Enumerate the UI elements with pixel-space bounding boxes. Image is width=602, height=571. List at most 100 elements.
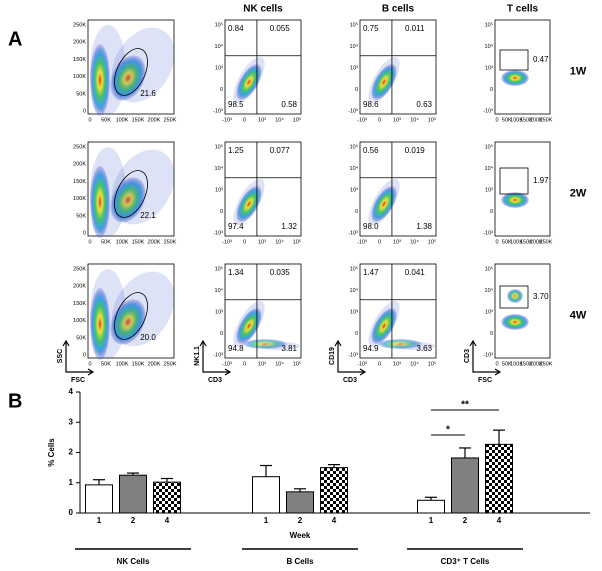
y-tick-label: 10⁵ (350, 143, 358, 150)
density (501, 70, 529, 86)
x-tick-label: 50K (502, 117, 512, 123)
y-tick-label: 0 (490, 87, 493, 93)
y-tick-label: 10⁴ (485, 287, 494, 294)
y-axis-label: NK1.1 (194, 346, 201, 366)
x-tick-label: 100K (116, 361, 129, 367)
density-haze (260, 342, 300, 350)
x-tick-label: 150K (520, 117, 533, 123)
y-tick-label: 0 (220, 331, 223, 337)
y-tick-label: 10⁴ (215, 43, 224, 50)
x-tick-label: 150K (520, 361, 533, 367)
x-tick-label: 200K (148, 239, 161, 245)
density (110, 55, 146, 101)
gate-value: 0.47 (533, 55, 549, 64)
y-tick-label: 0 (490, 331, 493, 337)
x-tick-label: 10⁵ (428, 116, 436, 123)
y-tick-label: 0 (355, 331, 358, 337)
density (236, 186, 262, 222)
y-tick-label: 10⁴ (350, 43, 359, 50)
bar-tick-label: 4 (497, 516, 502, 525)
significance-marker: ** (461, 400, 469, 411)
category-label: NK Cells (117, 557, 150, 566)
x-tick-label: 0 (378, 117, 381, 123)
y-tick-label: 10⁴ (215, 165, 224, 172)
x-tick-label: 100K (116, 239, 129, 245)
y-axis-label: CD19 (329, 347, 336, 365)
y-tick-label: 10³ (215, 309, 223, 315)
bar (85, 484, 113, 514)
flow-plot: 1.34 0.035 94.8 3.81 (224, 263, 302, 359)
x-tick-label: 50K (502, 361, 512, 367)
flow-plot: 3.70 (494, 263, 551, 359)
axis-arrow (202, 342, 229, 373)
y-tick-label: 4 (69, 387, 74, 396)
quadrant-value: 1.25 (228, 146, 244, 155)
x-tick-label: 10³ (393, 117, 401, 123)
y-tick-label: -10³ (483, 230, 493, 236)
quadrant-value: 98.0 (363, 222, 379, 231)
row-label: 1W (570, 66, 587, 78)
axis-arrow (65, 342, 92, 373)
gate-value: 1.97 (533, 176, 549, 185)
arrow-head (334, 339, 367, 376)
column-title: B cells (382, 4, 415, 15)
x-tick-label: 50K (101, 239, 111, 245)
y-tick-label: 0 (83, 108, 86, 114)
arrow-head (469, 339, 502, 376)
gate (114, 48, 148, 96)
x-tick-label: 10³ (393, 239, 401, 245)
density (90, 44, 110, 116)
y-tick-label: 10³ (485, 187, 493, 193)
x-tick-label: -10³ (357, 117, 367, 123)
quadrant-value: 1.32 (281, 222, 297, 231)
y-tick-label: 10⁵ (215, 21, 223, 28)
y-tick-label: 10³ (350, 187, 358, 193)
significance-marker: * (446, 425, 450, 436)
quadrant-value: 94.9 (363, 344, 379, 353)
x-tick-label: 200K (148, 117, 161, 123)
y-tick-label: 0 (220, 209, 223, 215)
y-tick-label: 10³ (350, 65, 358, 71)
row-label: 4W (570, 310, 587, 322)
x-tick-label: 0 (88, 361, 91, 367)
density-haze (111, 27, 175, 103)
flow-plot: 0.47 (494, 19, 551, 115)
x-tick-label: 150K (132, 239, 145, 245)
quadrant-value: 3.63 (416, 344, 432, 353)
y-tick-label: 10³ (215, 65, 223, 71)
flow-plot: 20.0 (87, 263, 175, 360)
y-tick-label: 200K (73, 284, 86, 290)
x-tick-label: 10⁵ (293, 238, 301, 245)
x-tick-label: 250K (540, 361, 553, 367)
gate (499, 285, 529, 309)
y-tick-label: 3 (69, 417, 74, 426)
y-tick-label: 2 (69, 448, 74, 457)
gate-value: 22.1 (140, 211, 156, 220)
bar (252, 476, 280, 514)
panel-a-label: A (8, 28, 22, 50)
y-tick-label: -10³ (213, 352, 223, 358)
y-axis-label: % Cells (47, 438, 56, 467)
quadrant-value: 1.38 (416, 222, 432, 231)
x-tick-label: 200K (148, 361, 161, 367)
flow-plot: 0.84 0.055 98.5 0.58 (224, 19, 302, 115)
axis-arrow (472, 342, 499, 373)
x-tick-label: 100K (510, 239, 523, 245)
y-tick-label: 0 (83, 230, 86, 236)
x-tick-label: 250K (164, 361, 177, 367)
x-tick-label: 100K (116, 117, 129, 123)
y-tick-label: 10⁴ (350, 165, 359, 172)
y-tick-label: 100K (73, 74, 86, 80)
plot-frame (224, 141, 302, 237)
x-tick-label: -10³ (357, 361, 367, 367)
y-axis-label: CD3 (464, 349, 471, 363)
x-tick-label: 10⁵ (428, 360, 436, 367)
quadrant-value: 3.81 (281, 344, 297, 353)
x-axis-label: FSC (478, 377, 492, 384)
y-tick-label: -10³ (348, 230, 358, 236)
x-tick-label: 250K (164, 117, 177, 123)
gate-value: 3.70 (533, 292, 549, 301)
quadrant-value: 0.84 (228, 24, 244, 33)
density (90, 166, 110, 238)
bar-tick-label: 1 (429, 516, 434, 525)
